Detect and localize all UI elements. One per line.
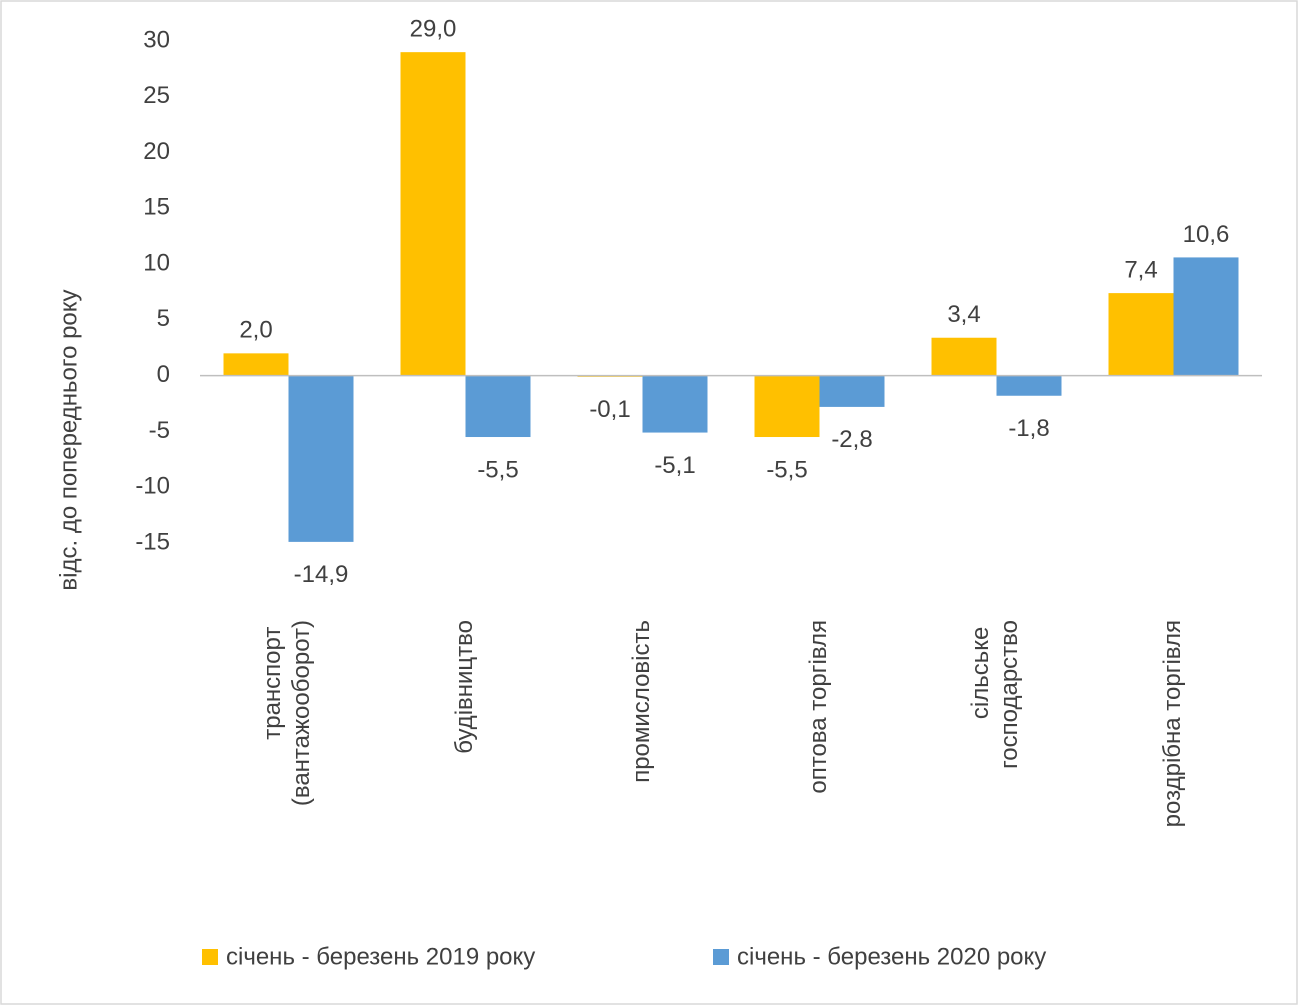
x-tick-label: транспорт (вантажооборот) — [259, 620, 315, 806]
y-tick-label: -5 — [149, 417, 170, 444]
bar — [1173, 257, 1239, 376]
data-label: 7,4 — [1124, 256, 1157, 283]
bar — [400, 52, 466, 376]
bar — [465, 375, 531, 438]
y-tick-label: 10 — [143, 249, 170, 276]
data-label: -0,1 — [589, 396, 630, 423]
y-tick-label: 0 — [157, 361, 170, 388]
y-tick-label: -15 — [135, 528, 170, 555]
y-tick-label: 15 — [143, 194, 170, 221]
y-axis-label: відс. до попереднього року — [55, 289, 82, 590]
data-label: -14,9 — [294, 561, 349, 588]
y-tick-label: -10 — [135, 473, 170, 500]
x-tick-label: промисловість — [628, 620, 655, 783]
bar — [223, 353, 289, 376]
legend-swatch — [713, 949, 729, 965]
legend-swatch — [202, 949, 218, 965]
data-label: -1,8 — [1008, 415, 1049, 442]
data-label: -5,1 — [654, 452, 695, 479]
bar — [1108, 293, 1174, 376]
bar — [288, 375, 354, 542]
y-tick-label: 5 — [157, 305, 170, 332]
x-tick-label: будівництво — [451, 620, 478, 754]
bar — [754, 375, 820, 438]
data-label: 10,6 — [1183, 221, 1230, 248]
y-tick-label: 25 — [143, 82, 170, 109]
bar — [996, 375, 1062, 396]
bar — [819, 375, 885, 407]
data-label: 3,4 — [947, 301, 980, 328]
data-label: -5,5 — [766, 456, 807, 483]
x-tick-label: сільське господарство — [967, 620, 1023, 769]
y-tick-label: 20 — [143, 138, 170, 165]
bar — [931, 337, 997, 376]
data-label: 29,0 — [410, 15, 457, 42]
data-label: -5,5 — [477, 456, 518, 483]
legend-label: січень - березень 2020 року — [737, 943, 1046, 970]
x-tick-label: роздрібна торгівля — [1159, 620, 1186, 827]
bar — [642, 375, 708, 433]
data-label: -2,8 — [831, 426, 872, 453]
y-tick-label: 30 — [143, 26, 170, 53]
data-label: 2,0 — [239, 317, 272, 344]
legend-label: січень - березень 2019 року — [226, 943, 535, 970]
x-tick-label: оптова торгівля — [805, 620, 832, 794]
